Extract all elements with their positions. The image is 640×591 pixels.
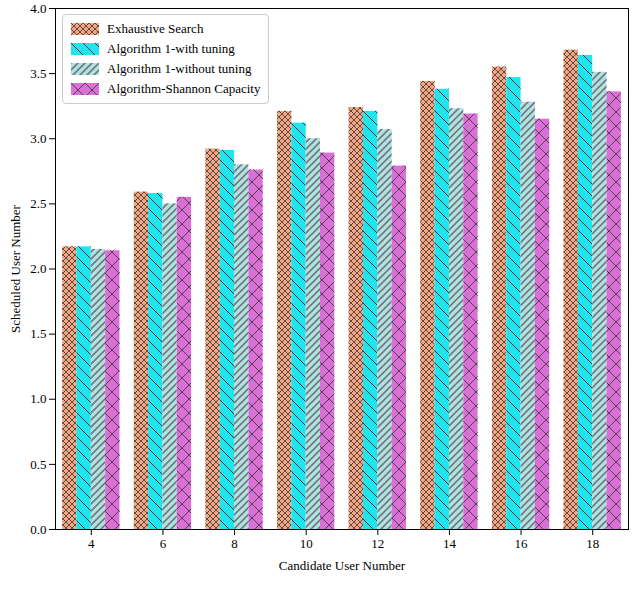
svg-text:4: 4: [88, 536, 95, 551]
svg-text:6: 6: [160, 536, 167, 551]
html-text:Algorithm 1-with tuning: Algorithm 1-with tuning: [107, 41, 235, 56]
svg-text:8: 8: [231, 536, 238, 551]
html-text:Algorithm-Shannon Capacity: Algorithm-Shannon Capacity: [107, 81, 261, 96]
svg-text:1.0: 1.0: [30, 391, 46, 406]
svg-text:10: 10: [300, 536, 313, 551]
svg-text:4.0: 4.0: [30, 1, 46, 16]
svg-text:Scheduled User Number: Scheduled User Number: [8, 204, 23, 332]
svg-text:18: 18: [586, 536, 599, 551]
html-text:Algorithm 1-without tuning: Algorithm 1-without tuning: [107, 61, 252, 76]
svg-text:3.0: 3.0: [30, 131, 46, 146]
svg-text:1.5: 1.5: [30, 326, 46, 341]
svg-text:12: 12: [371, 536, 384, 551]
svg-text:0.0: 0.0: [30, 522, 46, 537]
svg-text:3.5: 3.5: [30, 66, 46, 81]
svg-text:0.5: 0.5: [30, 457, 46, 472]
svg-text:16: 16: [515, 536, 529, 551]
svg-text:Candidate User Number: Candidate User Number: [279, 558, 406, 573]
html-text:Exhaustive Search: Exhaustive Search: [107, 21, 204, 36]
svg-text:2.5: 2.5: [30, 196, 46, 211]
svg-text:14: 14: [443, 536, 457, 551]
svg-text:2.0: 2.0: [30, 261, 46, 276]
